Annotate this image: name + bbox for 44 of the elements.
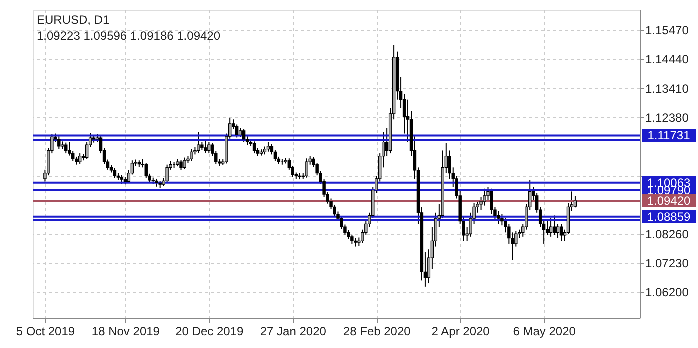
chart-title: EURUSD, D1 xyxy=(37,13,110,27)
candlestick xyxy=(113,168,117,179)
x-tick-label: 20 Dec 2019 xyxy=(176,324,244,338)
candlestick xyxy=(238,128,242,138)
ref-line-label: 1.08859 xyxy=(647,210,692,224)
ref-line-label: 1.09420 xyxy=(647,194,692,208)
y-tick-label: 1.08260 xyxy=(646,227,690,242)
x-tick-label: 28 Feb 2020 xyxy=(343,324,412,338)
y-tick-label: 1.07230 xyxy=(646,256,690,270)
candlestick xyxy=(190,148,194,162)
candlestick xyxy=(58,136,61,150)
candlestick xyxy=(242,128,246,143)
candlestick xyxy=(305,158,308,178)
candlestick xyxy=(574,196,578,208)
x-tick-label: 2 Apr 2020 xyxy=(432,324,490,338)
candlestick xyxy=(252,141,256,154)
x-tick-label: 18 Nov 2019 xyxy=(92,324,160,338)
y-tick-label: 1.12380 xyxy=(646,110,690,125)
x-tick-label: 5 Oct 2019 xyxy=(16,324,76,338)
candlestick xyxy=(197,132,200,154)
y-tick-label: 1.14440 xyxy=(646,52,690,67)
candlestick xyxy=(560,224,564,242)
candlestick xyxy=(350,234,354,244)
candlestick xyxy=(204,138,208,154)
candlestick xyxy=(483,188,486,206)
candlestick xyxy=(556,224,560,239)
candlestick xyxy=(497,210,500,225)
ref-line-label: 1.11731 xyxy=(648,128,691,143)
x-tick-label: 6 May 2020 xyxy=(513,324,576,338)
y-tick-label: 1.06200 xyxy=(646,286,690,300)
candlestick xyxy=(552,215,556,236)
candlestick xyxy=(549,218,553,238)
candlestick xyxy=(166,164,169,184)
candlestick xyxy=(64,142,68,154)
x-tick-label: 27 Jan 2020 xyxy=(260,324,327,338)
candlestick xyxy=(183,157,186,170)
candlestick xyxy=(266,142,270,152)
candlestick xyxy=(144,162,148,179)
candlestick xyxy=(180,160,183,171)
candlestick xyxy=(78,153,82,165)
y-tick-label: 1.13410 xyxy=(646,82,690,96)
text: 1.09223 1.09596 1.09186 1.09420 xyxy=(37,29,221,43)
y-tick-label: 1.15470 xyxy=(646,24,690,38)
candlestick xyxy=(208,142,211,154)
